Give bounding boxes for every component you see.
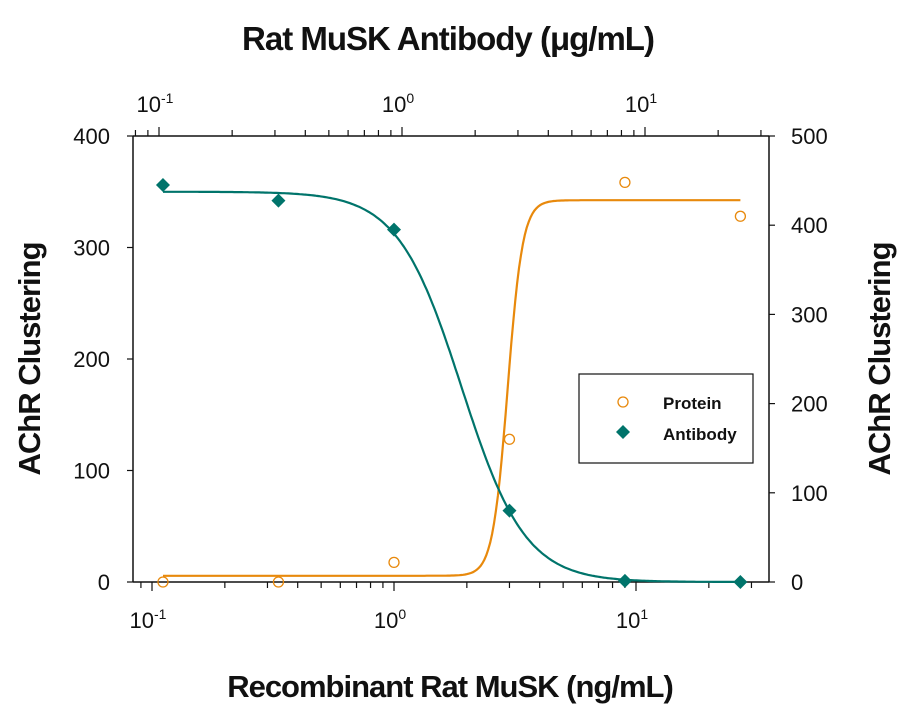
chart-title: Rat MuSK Antibody (μg/mL) [242, 20, 654, 57]
antibody-point [271, 193, 286, 208]
y-tick-label-left: 100 [73, 459, 110, 484]
y-tick-label-left: 200 [73, 347, 110, 372]
y-tick-label-left: 300 [73, 236, 110, 261]
legend-label-protein: Protein [663, 394, 722, 413]
y-tick-label-right: 400 [791, 213, 828, 238]
antibody-point [502, 503, 517, 518]
y-tick-label-right: 300 [791, 302, 828, 327]
antibody-point [155, 178, 170, 193]
x-tick-label: 100 [382, 90, 414, 117]
legend: Protein Antibody [578, 373, 754, 464]
x-tick-label: 100 [374, 606, 406, 633]
data-points [155, 176, 748, 589]
y-axis-title-left: AChR Clustering [12, 243, 47, 476]
x-tick-label: 10-1 [130, 606, 167, 633]
x-tick-label: 101 [625, 90, 657, 117]
y-tick-label-right: 500 [791, 124, 828, 149]
x-tick-label: 101 [616, 606, 648, 633]
x-tick-label: 10-1 [137, 90, 174, 117]
protein-point [157, 576, 169, 588]
fit-curves [163, 190, 741, 583]
axis-ticks: 10-1 100 101 10-1 100 101 0 100 200 300 400 0 100 200… [73, 90, 827, 633]
y-tick-label-right: 200 [791, 392, 828, 417]
plot-frame [132, 135, 770, 583]
y-tick-label-left: 0 [98, 570, 110, 595]
y-tick-label-left: 400 [73, 124, 110, 149]
protein-point [734, 210, 747, 222]
protein-fit-curve [163, 199, 741, 577]
antibody-point [617, 573, 632, 588]
protein-point [388, 556, 400, 569]
y-tick-label-right: 100 [791, 481, 828, 506]
y-axis-title-right: AChR Clustering [862, 243, 897, 476]
x-axis-title: Recombinant Rat MuSK (ng/mL) [227, 669, 673, 704]
legend-label-antibody: Antibody [663, 425, 737, 444]
protein-point [503, 433, 516, 445]
antibody-point [733, 575, 748, 589]
antibody-fit-curve [163, 190, 741, 583]
y-tick-label-right: 0 [791, 570, 803, 595]
antibody-point [387, 222, 401, 237]
protein-point [272, 576, 285, 588]
protein-point [619, 176, 631, 189]
legend-circle-icon [617, 396, 629, 408]
legend-diamond-icon [616, 425, 630, 439]
